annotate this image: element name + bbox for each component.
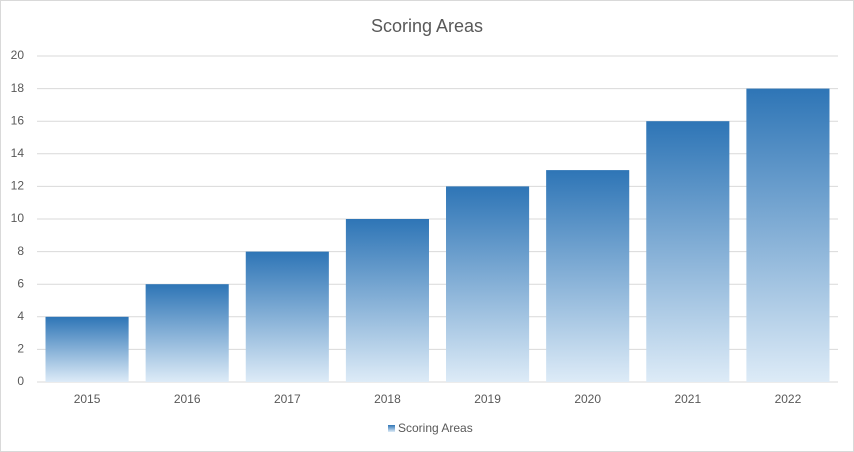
y-tick-label: 16 bbox=[11, 113, 25, 127]
x-tick-label: 2017 bbox=[274, 392, 301, 406]
x-tick-label: 2015 bbox=[74, 392, 101, 406]
y-tick-label: 20 bbox=[11, 48, 25, 62]
x-tick-label: 2022 bbox=[775, 392, 802, 406]
y-tick-label: 8 bbox=[17, 244, 24, 258]
bar bbox=[145, 284, 229, 382]
y-tick-label: 0 bbox=[17, 374, 24, 388]
bar bbox=[45, 316, 129, 382]
chart-title: Scoring Areas bbox=[371, 16, 483, 36]
bar bbox=[646, 121, 730, 382]
legend-swatch bbox=[388, 425, 395, 432]
y-tick-label: 6 bbox=[17, 276, 24, 290]
bar bbox=[546, 170, 630, 382]
bar bbox=[345, 219, 429, 382]
bar bbox=[746, 88, 830, 382]
y-tick-label: 12 bbox=[11, 179, 25, 193]
y-tick-label: 4 bbox=[17, 309, 24, 323]
x-tick-label: 2018 bbox=[374, 392, 401, 406]
x-tick-label: 2020 bbox=[574, 392, 601, 406]
legend-label: Scoring Areas bbox=[398, 421, 473, 435]
y-tick-label: 14 bbox=[11, 146, 25, 160]
y-tick-label: 18 bbox=[11, 81, 25, 95]
y-tick-label: 10 bbox=[11, 211, 25, 225]
x-tick-label: 2016 bbox=[174, 392, 201, 406]
x-tick-label: 2021 bbox=[674, 392, 701, 406]
x-tick-label: 2019 bbox=[474, 392, 501, 406]
y-tick-label: 2 bbox=[17, 342, 24, 356]
bar bbox=[245, 251, 329, 382]
bar bbox=[446, 186, 530, 382]
